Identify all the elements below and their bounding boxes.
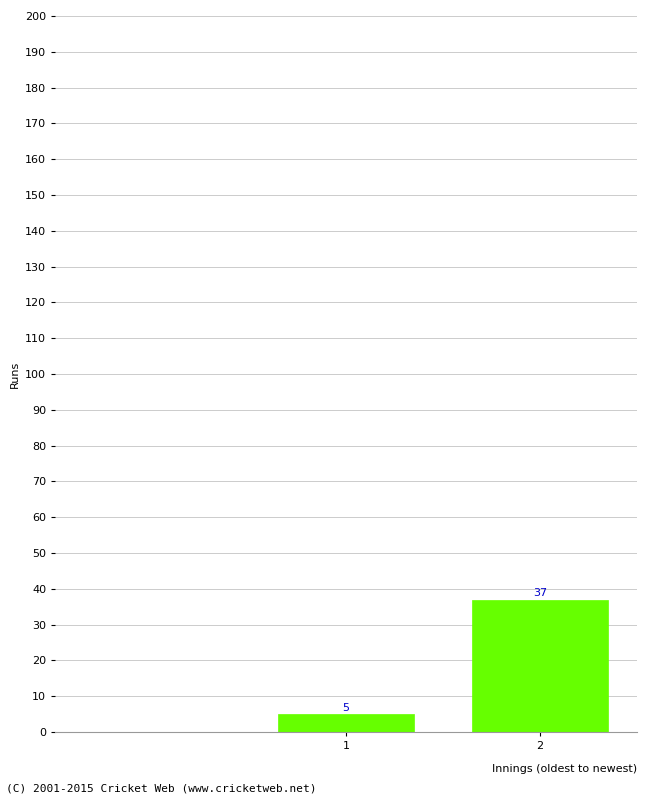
Text: (C) 2001-2015 Cricket Web (www.cricketweb.net): (C) 2001-2015 Cricket Web (www.cricketwe… (6, 784, 317, 794)
X-axis label: Innings (oldest to newest): Innings (oldest to newest) (492, 764, 637, 774)
Bar (278, 714, 414, 732)
Text: 5: 5 (343, 702, 350, 713)
Text: 37: 37 (533, 588, 547, 598)
Y-axis label: Runs: Runs (10, 360, 20, 388)
Bar (472, 599, 608, 732)
